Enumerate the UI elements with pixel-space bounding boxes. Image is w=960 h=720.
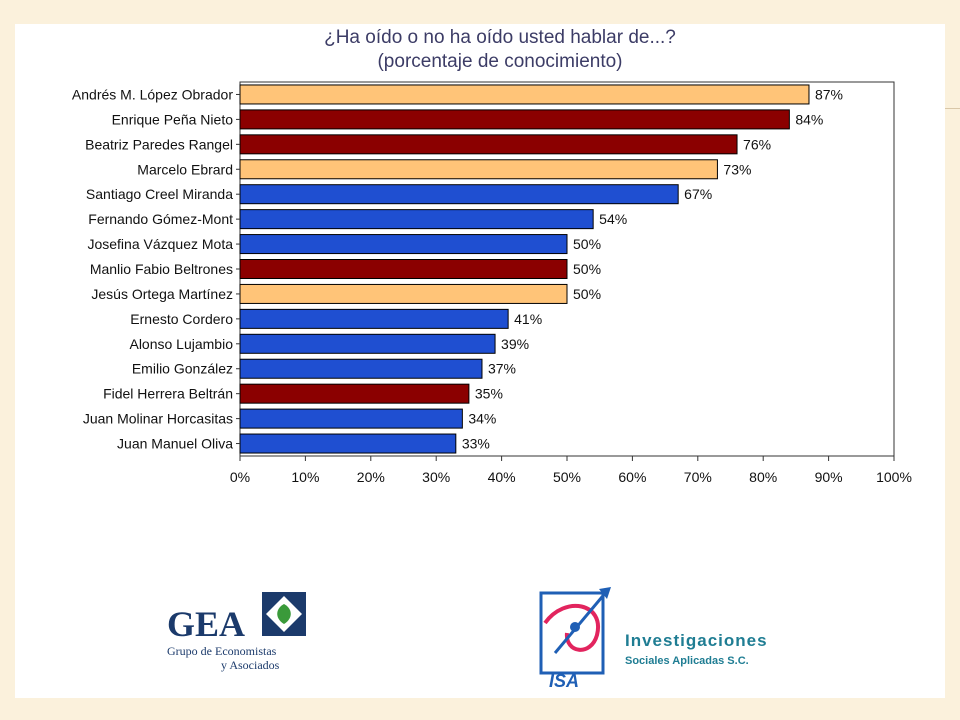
data-label: 50% — [573, 286, 601, 302]
data-label: 76% — [743, 136, 771, 152]
category-label: Fidel Herrera Beltrán — [103, 386, 233, 402]
x-tick-label: 80% — [749, 469, 777, 485]
data-label: 34% — [468, 411, 496, 427]
isa-emblem-icon: ISA — [539, 587, 611, 691]
bar — [239, 209, 594, 230]
category-label: Enrique Peña Nieto — [112, 111, 234, 127]
isa-logo: ISA Investigaciones Sociales Aplicadas S… — [535, 583, 795, 691]
category-label: Emilio González — [132, 361, 233, 377]
category-label: Juan Manuel Oliva — [117, 436, 233, 452]
data-label: 50% — [573, 236, 601, 252]
category-label: Manlio Fabio Beltrones — [90, 261, 233, 277]
bar — [239, 134, 738, 155]
gea-logo-subtitle: Grupo de Economistas y Asociados — [167, 644, 279, 672]
x-tick-label: 10% — [291, 469, 319, 485]
chart-subtitle: (porcentaje de conocimiento) — [377, 51, 623, 72]
x-tick-label: 50% — [553, 469, 581, 485]
isa-logo-title: Investigaciones — [625, 631, 768, 650]
x-tick-label: 40% — [488, 469, 516, 485]
data-label: 50% — [573, 261, 601, 277]
data-label: 87% — [815, 86, 843, 102]
category-label: Santiago Creel Miranda — [86, 186, 233, 202]
bar — [239, 109, 790, 130]
bar — [239, 333, 496, 354]
data-label: 37% — [488, 361, 516, 377]
bar — [239, 408, 463, 429]
data-label: 41% — [514, 311, 542, 327]
category-label: Juan Molinar Horcasitas — [83, 411, 233, 427]
x-tick-label: 90% — [815, 469, 843, 485]
category-label: Josefina Vázquez Mota — [87, 236, 233, 252]
bar — [239, 259, 568, 279]
bar — [239, 308, 509, 329]
isa-logo-subtitle: Sociales Aplicadas S.C. — [625, 655, 749, 667]
category-label: Beatriz Paredes Rangel — [85, 136, 233, 152]
gea-subtitle-line1: Grupo de Economistas — [167, 644, 277, 658]
gea-subtitle-line2: y Asociados — [221, 658, 280, 672]
bar — [239, 433, 457, 454]
x-tick-label: 60% — [618, 469, 646, 485]
x-tick-label: 70% — [684, 469, 712, 485]
decorative-line — [945, 108, 960, 109]
data-label: 73% — [723, 161, 751, 177]
category-label: Fernando Gómez-Mont — [88, 211, 233, 227]
data-label: 33% — [462, 436, 490, 452]
gea-logo-text: GEA — [167, 604, 246, 644]
x-tick-label: 100% — [876, 469, 912, 485]
category-label: Andrés M. López Obrador — [72, 86, 233, 102]
bar — [239, 184, 679, 205]
data-label: 84% — [795, 111, 823, 127]
chart-title-block: ¿Ha oído o no ha oído usted hablar de...… — [200, 26, 800, 74]
bar — [239, 159, 718, 180]
bar — [239, 283, 568, 304]
bar — [239, 358, 483, 379]
x-tick-label: 30% — [422, 469, 450, 485]
bar — [239, 383, 470, 404]
category-label: Marcelo Ebrard — [137, 161, 233, 177]
isa-mark-text: ISA — [549, 671, 579, 691]
data-label: 67% — [684, 186, 712, 202]
data-label: 39% — [501, 336, 529, 352]
x-tick-label: 0% — [230, 469, 250, 485]
data-label: 54% — [599, 211, 627, 227]
data-label: 35% — [475, 386, 503, 402]
gea-logo: GEA Grupo de Economistas y Asociados — [165, 588, 325, 678]
category-label: Jesús Ortega Martínez — [91, 286, 233, 302]
chart-title: ¿Ha oído o no ha oído usted hablar de...… — [324, 27, 676, 48]
bar — [239, 84, 810, 105]
gea-emblem-icon — [262, 592, 306, 636]
x-tick-label: 20% — [357, 469, 385, 485]
category-label: Ernesto Cordero — [130, 311, 233, 327]
bar — [239, 234, 568, 255]
category-label: Alonso Lujambio — [129, 336, 233, 352]
